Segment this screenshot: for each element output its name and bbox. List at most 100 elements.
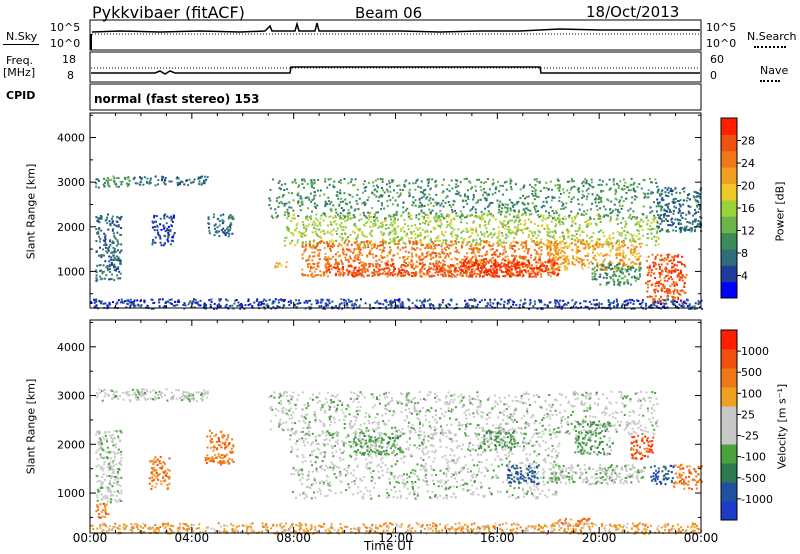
- data-cell: [536, 271, 539, 274]
- data-cell: [533, 271, 536, 274]
- data-cell: [100, 300, 103, 303]
- data-cell: [524, 242, 527, 244]
- data-cell: [480, 264, 483, 267]
- data-cell: [517, 227, 520, 230]
- data-cell: [366, 240, 368, 243]
- data-cell: [463, 255, 466, 258]
- data-cell: [660, 259, 663, 262]
- data-cell: [681, 226, 683, 229]
- data-cell: [491, 256, 494, 259]
- data-cell: [515, 255, 518, 258]
- data-cell: [554, 230, 557, 233]
- data-cell: [646, 233, 649, 235]
- data-cell: [435, 193, 438, 196]
- data-cell: [653, 290, 656, 292]
- data-cell: [602, 268, 605, 271]
- data-cell: [448, 213, 451, 216]
- data-cell: [362, 223, 365, 226]
- data-cell: [111, 273, 113, 276]
- data-cell: [465, 215, 468, 218]
- data-cell: [684, 227, 687, 230]
- data-cell: [110, 256, 113, 259]
- data-cell: [474, 185, 477, 188]
- data-cell: [502, 275, 505, 278]
- data-cell: [623, 281, 626, 284]
- data-cell: [348, 217, 350, 220]
- data-cell: [667, 195, 670, 198]
- data-cell: [540, 273, 542, 276]
- data-cell: [230, 216, 233, 219]
- data-cell: [378, 225, 381, 228]
- data-cell: [585, 212, 588, 215]
- data-cell: [100, 256, 103, 259]
- data-cell: [324, 215, 327, 218]
- data-cell: [109, 240, 111, 243]
- data-cell: [382, 234, 385, 237]
- data-cell: [363, 265, 366, 268]
- data-cell: [310, 246, 313, 248]
- data-cell: [434, 220, 437, 223]
- data-cell: [277, 182, 280, 184]
- data-cell: [219, 298, 222, 301]
- data-cell: [329, 247, 332, 250]
- data-cell: [516, 214, 519, 217]
- data-cell: [380, 202, 383, 205]
- data-cell: [556, 274, 559, 277]
- data-cell: [533, 248, 536, 251]
- data-cell: [402, 201, 405, 204]
- data-cell: [509, 182, 512, 185]
- data-cell: [635, 277, 638, 280]
- data-cell: [506, 210, 509, 212]
- data-cell: [424, 193, 427, 196]
- data-cell: [582, 239, 585, 242]
- data-cell: [525, 207, 528, 210]
- data-cell: [615, 198, 618, 201]
- data-cell: [152, 241, 155, 244]
- data-cell: [112, 301, 114, 304]
- data-cell: [295, 224, 298, 227]
- data-cell: [642, 205, 645, 208]
- data-cell: [437, 252, 440, 255]
- data-cell: [622, 261, 625, 264]
- data-cell: [162, 306, 165, 309]
- cpid-label: CPID: [6, 89, 36, 102]
- data-cell: [472, 305, 475, 308]
- data-cell: [342, 218, 345, 220]
- data-cell: [427, 223, 430, 226]
- data-cell: [527, 261, 530, 263]
- data-cell: [638, 273, 641, 276]
- data-cell: [109, 258, 112, 261]
- data-cell: [466, 252, 469, 255]
- data-cell: [342, 209, 345, 211]
- data-cell: [393, 254, 396, 257]
- data-cell: [172, 240, 174, 243]
- data-cell: [314, 230, 317, 233]
- data-cell: [334, 274, 337, 277]
- nsky-label: N.Sky: [6, 30, 38, 43]
- data-cell: [337, 263, 340, 265]
- data-cell: [516, 241, 519, 244]
- data-cell: [358, 269, 361, 272]
- data-cell: [97, 217, 100, 220]
- data-cell: [389, 231, 392, 234]
- data-cell: [659, 279, 662, 282]
- data-cell: [420, 205, 423, 208]
- data-cell: [333, 263, 336, 266]
- data-cell: [300, 197, 303, 200]
- data-cell: [571, 185, 574, 188]
- data-cell: [657, 237, 660, 240]
- data-cell: [618, 268, 621, 271]
- data-cell: [658, 201, 661, 204]
- data-cell: [556, 305, 559, 308]
- data-cell: [562, 222, 565, 225]
- data-cell: [389, 246, 392, 249]
- data-cell: [462, 206, 465, 209]
- data-cell: [630, 283, 633, 286]
- data-cell: [629, 240, 632, 243]
- data-cell: [591, 202, 594, 205]
- data-cell: [494, 273, 497, 276]
- data-cell: [499, 269, 502, 272]
- data-cell: [306, 225, 309, 228]
- data-cell: [578, 228, 581, 231]
- data-cell: [695, 204, 698, 207]
